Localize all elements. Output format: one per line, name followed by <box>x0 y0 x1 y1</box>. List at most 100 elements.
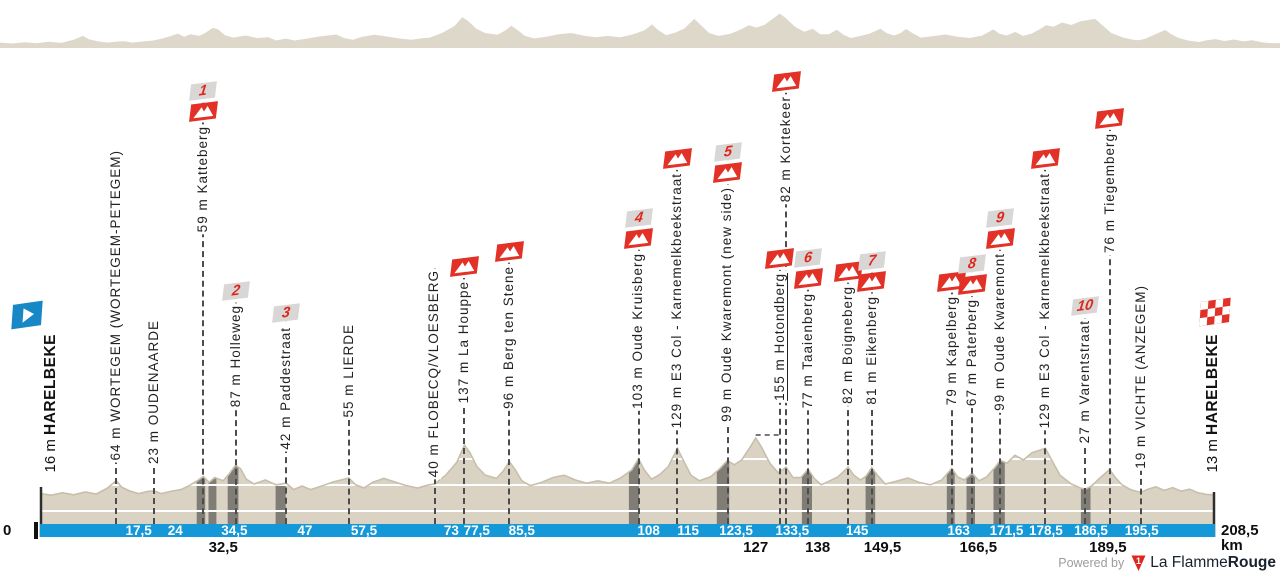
axis-tick-on-bar: 24 <box>167 523 183 538</box>
sector-number-badge[interactable]: 9 <box>986 208 1015 228</box>
powered-by-text: Powered by <box>1058 556 1125 570</box>
axis-origin-label: 0 <box>3 522 12 539</box>
axis-tick-on-bar: 47 <box>297 523 313 538</box>
sector-number-badge[interactable]: 3 <box>272 303 301 323</box>
marker-sector: 10 27 m Varentstraat <box>1068 296 1102 446</box>
start-flag-icon <box>11 300 43 330</box>
sector-number-badge[interactable]: 10 <box>1071 296 1100 316</box>
marker-climb: 79 m Kapelberg <box>935 271 969 408</box>
marker-label: 87 m Holleweg <box>227 303 243 410</box>
marker-climb: 6 77 m Taaienberg <box>791 248 825 411</box>
marker-label: 137 m La Houppe <box>456 279 472 406</box>
marker-climb: 7 81 m Eikenberg <box>855 251 889 407</box>
marker-label: 76 m Tiegemberg <box>1101 131 1117 256</box>
climb-flag-icon[interactable] <box>937 271 967 292</box>
cobbled-sector-band <box>801 438 812 537</box>
climb-flag-icon[interactable] <box>985 228 1015 249</box>
axis-tick-on-bar: 34,5 <box>221 523 248 538</box>
marker-waypoint: 55 m LIERDE <box>332 322 366 420</box>
marker-label: 129 m E3 Col - Karnemelkbeekstraat <box>1037 171 1053 431</box>
climb-flag-icon[interactable] <box>188 101 218 122</box>
axis-tick-on-bar: 178,5 <box>1028 523 1063 538</box>
axis-tick-on-bar: 186,5 <box>1074 523 1108 538</box>
axis-tick-on-bar: 77,5 <box>463 523 490 538</box>
cobbled-sector-band <box>946 438 955 537</box>
sector-number-badge[interactable]: 7 <box>857 251 886 271</box>
marker-dashed-line <box>202 83 205 524</box>
sector-number-badge[interactable]: 6 <box>794 248 823 268</box>
start-label: 16 m HARELBEKE <box>42 334 60 472</box>
climb-flag-icon[interactable] <box>765 248 795 269</box>
start-name: HARELBEKE <box>42 334 59 435</box>
climb-flag-icon[interactable] <box>857 271 887 292</box>
axis-tick-on-bar: 115 <box>677 523 699 538</box>
axis-tick-on-bar: 123,5 <box>719 523 753 538</box>
marker-waypoint: 64 m WORTEGEM (WORTEGEM-PETEGEM) <box>99 148 133 463</box>
marker-label: 59 m Katteberg <box>195 124 211 235</box>
brand-text: La FlammeRouge <box>1150 554 1276 571</box>
climb-flag-icon[interactable] <box>1095 108 1125 129</box>
marker-climb: 8 67 m Paterberg <box>955 254 989 409</box>
axis-tick-on-bar: 171,5 <box>989 523 1024 538</box>
marker-label: 19 m VICHTE (ANZEGEM) <box>1132 283 1148 471</box>
sector-number-badge[interactable]: 5 <box>713 142 742 162</box>
climb-flag-icon[interactable] <box>494 241 524 262</box>
sector-number-badge[interactable]: 4 <box>624 208 653 228</box>
marker-climb: 155 m Hotondberg <box>763 248 797 403</box>
marker-climb: 1 59 m Katteberg <box>186 81 220 235</box>
climb-flag-icon[interactable] <box>662 148 692 169</box>
climb-flag-icon[interactable] <box>957 274 987 295</box>
climb-flag-icon[interactable] <box>1030 148 1060 169</box>
marker-sector: 3 42 m Paddestraat <box>269 303 303 452</box>
axis-tick-below-bar: 127 <box>743 539 769 556</box>
pennant-1-icon: 1 <box>1131 555 1146 571</box>
cobbled-sector-band <box>993 438 1005 537</box>
axis-tick-below-bar: 189,5 <box>1089 539 1127 556</box>
marker-label: 99 m Oude Kwaremont (new side) <box>719 185 735 424</box>
axis-tick-on-bar: 108 <box>637 523 660 538</box>
marker-label: 64 m WORTEGEM (WORTEGEM-PETEGEM) <box>108 148 124 463</box>
marker-label: 99 m Oude Kwaremont <box>992 251 1008 413</box>
finish-elevation: 13 m <box>1204 434 1221 473</box>
marker-climb: 129 m E3 Col - Karnemelkbeekstraat <box>660 148 694 431</box>
checkered-flag-icon <box>1199 297 1231 327</box>
climb-flag-icon[interactable] <box>449 256 479 277</box>
marker-sector: 2 87 m Holleweg <box>219 281 253 410</box>
climb-flag-icon[interactable] <box>713 162 742 183</box>
marker-climb: 9 99 m Oude Kwaremont <box>983 208 1017 413</box>
marker-waypoint: 40 m FLOBECQ/VLOESBERG <box>418 268 452 480</box>
marker-label: 42 m Paddestraat <box>278 325 294 452</box>
climb-flag-icon[interactable] <box>771 71 801 92</box>
sector-number-badge[interactable]: 8 <box>958 254 987 274</box>
skyline-decoration <box>0 13 1280 48</box>
marker-climb: 96 m Berg ten Stene <box>492 241 526 411</box>
axis-end-label: 208,5 km <box>1221 522 1259 554</box>
marker-climb: 129 m E3 Col - Karnemelkbeekstraat <box>1028 148 1062 431</box>
climb-flag-icon[interactable] <box>793 268 823 289</box>
marker-waypoint: 19 m VICHTE (ANZEGEM) <box>1124 283 1158 471</box>
sector-number-badge[interactable]: 1 <box>189 81 218 101</box>
brand-link[interactable]: 1 La FlammeRouge <box>1131 554 1276 572</box>
marker-label: 81 m Eikenberg <box>863 294 879 407</box>
axis-tick-below-bar: 166,5 <box>959 539 998 556</box>
marker-label: 82 m Boigneberg <box>840 284 856 406</box>
axis-tick-on-bar: 17,5 <box>125 523 152 538</box>
climb-flag-icon[interactable] <box>833 261 863 282</box>
cobbled-sector-band <box>865 438 876 537</box>
cobbled-sector-band <box>966 438 975 537</box>
axis-tick-below-bar: 138 <box>805 539 831 556</box>
marker-dashed-line <box>347 322 350 524</box>
climb-flag-icon[interactable] <box>624 228 653 249</box>
footer: Powered by 1 La FlammeRouge <box>1058 554 1276 572</box>
marker-dashed-line <box>1108 110 1111 524</box>
start-elevation: 16 m <box>42 434 59 473</box>
axis-origin-tick <box>34 522 38 539</box>
marker-label: 67 m Paterberg <box>964 297 980 409</box>
cobbled-sector-band <box>196 438 206 537</box>
marker-label: 77 m Taaienberg <box>800 291 816 411</box>
axis-tick-on-bar: 163 <box>947 523 970 538</box>
sector-number-badge[interactable]: 2 <box>221 281 250 301</box>
marker-label: 82 m Kortekeer <box>778 94 794 205</box>
cobbled-sector-band <box>208 438 217 537</box>
